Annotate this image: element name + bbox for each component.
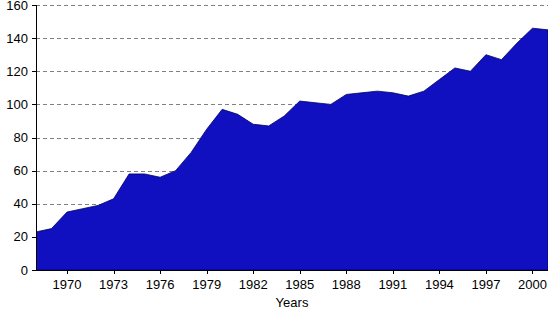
y-tick-label: 40 [14, 196, 28, 211]
y-axis-line [36, 5, 37, 270]
y-tick [32, 270, 36, 271]
x-tick-label: 1985 [285, 277, 314, 292]
x-tick-label: 1982 [239, 277, 268, 292]
y-tick [32, 204, 36, 205]
x-tick [253, 270, 254, 274]
x-tick [532, 270, 533, 274]
y-tick [32, 71, 36, 72]
grid-line [36, 5, 548, 6]
y-tick-label: 0 [21, 263, 28, 278]
chart-container: 0 20 40 60 80 100 120 140 160 1970 1973 1976 1979 198… [0, 0, 550, 312]
x-tick [486, 270, 487, 274]
y-tick-label: 80 [14, 130, 28, 145]
x-tick [346, 270, 347, 274]
x-axis-line [36, 270, 548, 271]
y-tick [32, 237, 36, 238]
y-tick [32, 5, 36, 6]
x-tick [439, 270, 440, 274]
x-tick-label: 1976 [146, 277, 175, 292]
x-tick-label: 1994 [425, 277, 454, 292]
y-tick-label: 20 [14, 229, 28, 244]
x-tick [114, 270, 115, 274]
x-tick [393, 270, 394, 274]
x-tick-label: 1991 [378, 277, 407, 292]
y-tick [32, 138, 36, 139]
x-tick [300, 270, 301, 274]
y-tick-label: 60 [14, 163, 28, 178]
x-tick-label: 2000 [518, 277, 547, 292]
x-tick-label: 1997 [471, 277, 500, 292]
y-tick-label: 160 [6, 0, 28, 13]
grid-line [36, 270, 548, 271]
y-tick-label: 120 [6, 64, 28, 79]
x-tick-label: 1970 [53, 277, 82, 292]
x-tick [67, 270, 68, 274]
chart-svg: 0 20 40 60 80 100 120 140 160 1970 1973 1976 1979 198… [0, 0, 550, 312]
y-tick [32, 38, 36, 39]
y-tick-label: 100 [6, 97, 28, 112]
y-tick-label: 140 [6, 31, 28, 46]
grid [36, 6, 548, 271]
x-axis-label: Years [276, 295, 309, 310]
grid-line [36, 38, 548, 39]
x-tick [160, 270, 161, 274]
axes: 0 20 40 60 80 100 120 140 160 1970 1973 1976 1979 198… [6, 0, 548, 292]
y-tick [32, 104, 36, 105]
area [36, 28, 548, 270]
plot-area [36, 28, 548, 270]
x-tick-label: 1973 [99, 277, 128, 292]
x-tick [207, 270, 208, 274]
x-tick-label: 1988 [332, 277, 361, 292]
y-tick [32, 171, 36, 172]
x-tick-label: 1979 [192, 277, 221, 292]
